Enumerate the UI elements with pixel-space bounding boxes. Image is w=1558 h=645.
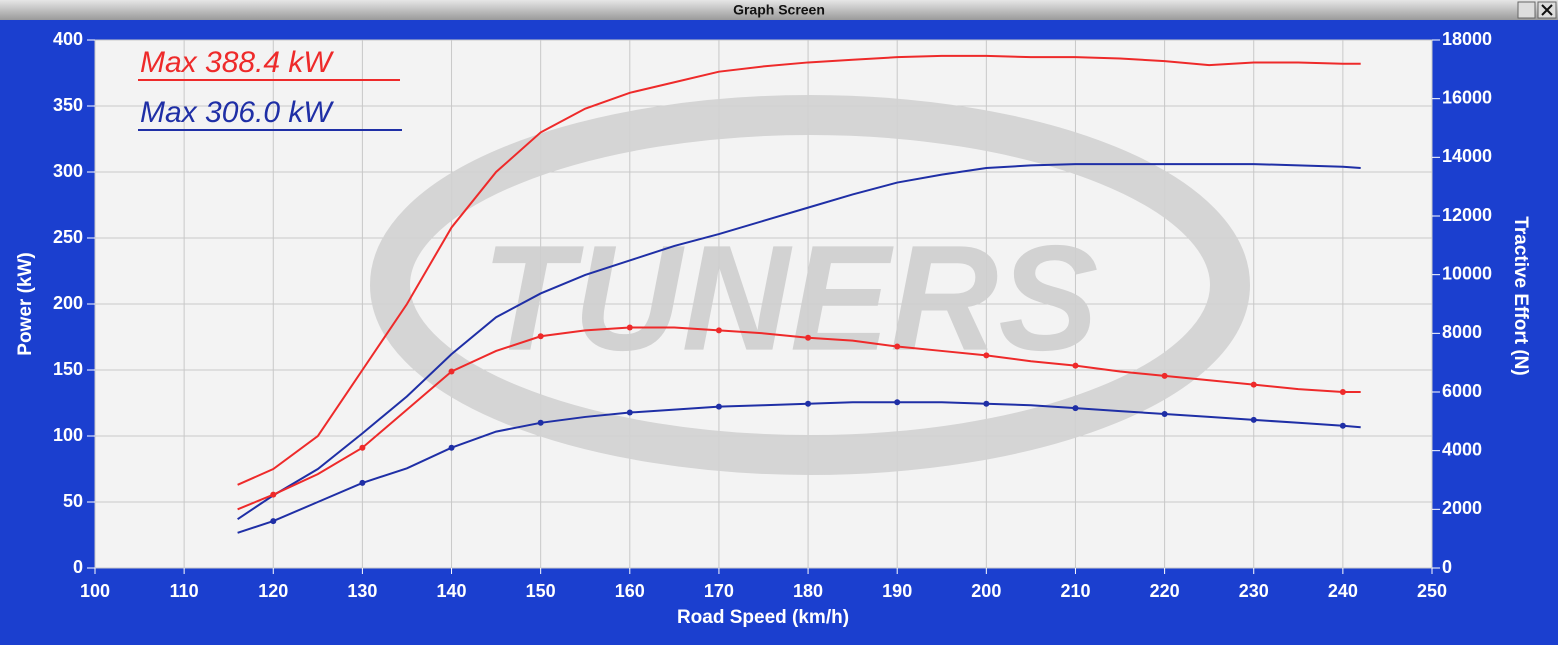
x-tick-label: 230 <box>1239 581 1269 601</box>
series-point <box>715 327 722 334</box>
series-point <box>448 444 455 451</box>
series-point <box>1161 411 1168 417</box>
y2-tick-label: 10000 <box>1442 263 1492 283</box>
series-point <box>983 400 990 407</box>
y-tick-label: 50 <box>63 491 83 511</box>
title-bar <box>0 0 1558 20</box>
x-tick-label: 170 <box>704 581 734 601</box>
series-point <box>983 352 990 359</box>
series-point <box>894 399 901 406</box>
series-point <box>270 491 277 498</box>
x-tick-label: 190 <box>882 581 912 601</box>
series-line <box>237 54 1361 486</box>
y2-tick-label: 6000 <box>1442 381 1482 401</box>
series-point <box>270 518 277 525</box>
y-tick-label: 150 <box>53 359 83 379</box>
y-tick-label: 200 <box>53 293 83 313</box>
logo-ring <box>370 95 1250 475</box>
watermark-logo: TUNERS <box>370 95 1250 475</box>
series-point <box>1250 381 1257 388</box>
x-tick-label: 120 <box>258 581 288 601</box>
series-point <box>805 334 812 341</box>
x-tick-label: 150 <box>526 581 556 601</box>
window-title: Graph Screen <box>733 2 825 18</box>
x-tick-label: 110 <box>170 581 199 601</box>
y-tick-label: 0 <box>73 557 83 577</box>
series-point <box>448 368 455 375</box>
series-point <box>626 324 633 331</box>
y2-tick-label: 16000 <box>1442 87 1492 107</box>
series-point <box>1072 405 1079 412</box>
lines <box>237 54 1361 534</box>
x-tick-label: 100 <box>80 581 110 601</box>
series-point <box>1339 422 1346 429</box>
y-tick-label: 250 <box>53 227 83 247</box>
annotation: Max 388.4 kW <box>140 46 334 79</box>
series-line <box>237 163 1361 520</box>
x-tick-label: 250 <box>1417 581 1447 601</box>
watermark: TUNERS <box>482 214 1099 382</box>
x-tick-label: 160 <box>615 581 645 601</box>
y2-tick-label: 14000 <box>1442 146 1492 166</box>
y2-axis-title: Tractive Effort (N) <box>1510 216 1531 375</box>
y2-tick-label: 8000 <box>1442 322 1482 342</box>
series-point <box>1161 372 1168 379</box>
y-tick-label: 400 <box>53 29 83 49</box>
series-point <box>359 479 366 486</box>
x-tick-label: 180 <box>793 581 823 601</box>
y2-tick-label: 12000 <box>1442 205 1492 225</box>
y-tick-label: 100 <box>53 425 83 445</box>
series-point <box>1250 416 1257 423</box>
annotation: Max 306.0 kW <box>140 96 334 129</box>
series-point <box>1339 389 1346 395</box>
y-tick-label: 300 <box>53 161 83 181</box>
series-point <box>1072 362 1079 369</box>
y2-tick-label: 2000 <box>1442 498 1482 518</box>
series-point <box>359 444 366 451</box>
series-point <box>537 333 544 340</box>
x-tick-label: 140 <box>437 581 467 601</box>
series-point <box>894 343 901 350</box>
restore-button[interactable] <box>1517 1 1536 19</box>
y2-tick-label: 4000 <box>1442 439 1482 459</box>
x-tick-label: 240 <box>1328 581 1358 601</box>
series-point <box>715 403 722 410</box>
x-tick-label: 200 <box>971 581 1001 601</box>
x-tick-label: 130 <box>347 581 377 601</box>
y2-tick-label: 18000 <box>1442 29 1492 49</box>
series-point <box>626 409 633 416</box>
y-axis-title: Power (kW) <box>15 252 36 355</box>
x-tick-label: 220 <box>1150 581 1180 601</box>
close-icon <box>1541 4 1553 16</box>
series-point <box>537 419 544 426</box>
x-axis-title: Road Speed (km/h) <box>677 607 849 628</box>
series-point <box>805 400 812 407</box>
x-tick-label: 210 <box>1060 581 1090 601</box>
y2-tick-label: 0 <box>1442 557 1452 577</box>
y-tick-label: 350 <box>53 95 83 115</box>
